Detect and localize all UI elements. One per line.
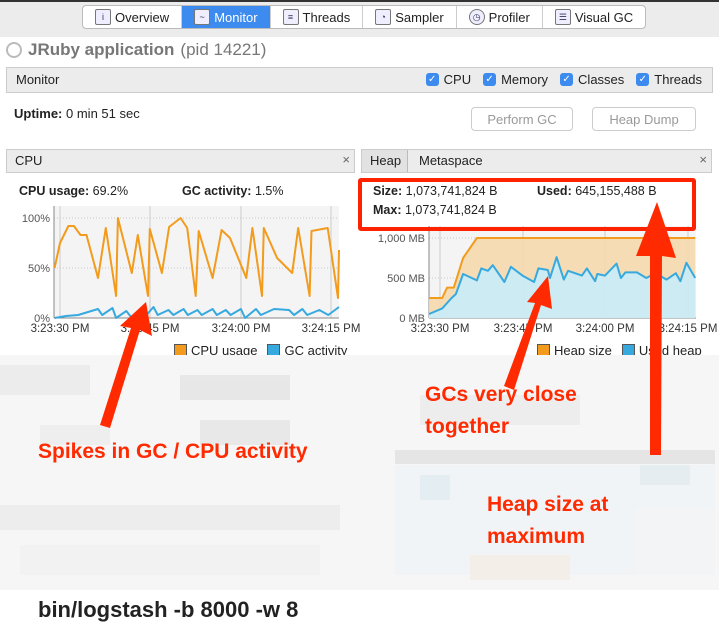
monitor-label: Monitor [16,72,60,87]
heap-stats-highlight-box [358,178,696,231]
tab-monitor[interactable]: ~ Monitor [182,6,271,28]
tab-label: Sampler [395,9,444,25]
stat-label: Used: [537,184,572,198]
stat-label: GC activity: [182,184,252,198]
app-title: JRuby application [28,40,175,59]
checkmark-icon: ✓ [636,73,650,86]
close-icon[interactable]: × [699,152,707,167]
x-tick-label: 3:23:30 PM [31,323,90,335]
stat-value: 645,155,488 B [575,184,657,198]
legend-label: CPU usage [191,343,258,358]
stat-label: Max: [373,203,402,217]
uptime-label: Uptime: [14,106,63,121]
y-tick-label: 1,000 MB [378,233,425,245]
stat-value: 1,073,741,824 B [404,203,497,217]
uptime: Uptime: 0 min 51 sec [14,106,140,121]
profiler-icon: ◷ [468,9,485,25]
cpu-checkbox[interactable]: ✓ CPU [425,72,472,87]
gc-activity-stat: GC activity: 1.5% [182,184,283,198]
memory-checkbox[interactable]: ✓ Memory [483,72,548,87]
annotation-line: maximum [487,525,586,548]
monitor-icon: ~ [194,9,211,25]
checkbox-label: Memory [501,72,549,87]
x-tick-label: 3:23:45 PM [494,323,553,335]
annotation-heap-max: Heap size at maximum [487,489,608,553]
tab-label: Threads [302,9,351,25]
tab-label: Visual GC [574,9,634,25]
page-title: JRuby application (pid 14221) [6,40,266,60]
arrow-spikes-icon [100,302,152,428]
checkmark-icon: ✓ [483,73,497,86]
x-tick-label: 3:24:15 PM [302,323,361,335]
arrow-gcs-icon [504,276,552,390]
stat-label: Size: [373,184,403,198]
cpu-legend: CPU usage GC activity [174,343,347,358]
arrow-heap-max-icon [636,202,676,455]
uptime-value: 0 min 51 sec [66,106,140,121]
visual-gc-icon: ☰ [554,9,571,25]
x-tick-label: 3:24:00 PM [576,323,635,335]
checkbox-label: CPU [443,72,472,87]
tab-sampler[interactable]: ◔ Sampler [363,6,457,28]
tab-overview[interactable]: i Overview [83,6,183,28]
checkmark-icon: ✓ [425,73,439,86]
series-line-gc-activity [54,306,340,319]
annotation-line: together [425,415,509,438]
heap-size-stat: Size: 1,073,741,824 B [373,184,497,198]
annotation-line: GCs very close [425,383,577,406]
tab-profiler[interactable]: ◷ Profiler [457,6,543,28]
stat-label: CPU usage: [19,184,90,198]
heap-max-stat: Max: 1,073,741,824 B [373,203,497,217]
y-tick-label: 100% [22,213,50,225]
tab-label: Profiler [488,9,530,25]
series-line-cpu-usage [53,217,340,299]
legend-label: GC activity [284,343,348,358]
tab-threads[interactable]: ≡ Threads [271,6,364,28]
charts-layer: 100%50%0%3:23:30 PM3:23:45 PM3:24:00 PM3… [22,206,718,335]
tab-heap[interactable]: Heap [362,150,408,172]
stat-value: 1.5% [254,184,284,198]
x-tick-label: 3:24:15 PM [659,323,718,335]
tab-bar: i Overview ~ Monitor ≡ Threads ◔ Sampler ◷ Pr… [82,5,647,29]
y-tick-label: 500 MB [387,273,425,285]
tab-visual-gc[interactable]: ☰ Visual GC [543,6,645,28]
heap-panel-header: Heap Metaspace × [361,149,712,173]
threads-checkbox[interactable]: ✓ Threads [636,72,702,87]
tab-label: Overview [115,9,170,25]
stat-value: 1,073,741,824 B [405,184,498,198]
x-tick-label: 3:23:30 PM [411,323,470,335]
monitor-bar: Monitor ✓ CPU ✓ Memory ✓ Classes ✓ Threads [6,67,713,93]
y-tick-label: 0% [34,313,50,325]
heap-dump-button[interactable]: Heap Dump [592,107,696,131]
checkmark-icon: ✓ [560,73,574,86]
cpu-panel-header: CPU × [6,149,355,173]
x-tick-label: 3:24:00 PM [212,323,271,335]
perform-gc-button[interactable]: Perform GC [471,107,573,131]
status-circle-icon [6,42,22,58]
series-line-used-heap [428,256,697,315]
close-icon[interactable]: × [342,152,350,167]
tab-metaspace[interactable]: Metaspace [419,153,483,168]
classes-checkbox[interactable]: ✓ Classes [560,72,624,87]
annotation-line: Heap size at [487,493,609,516]
stat-value: 69.2% [92,184,129,198]
checkbox-label: Classes [578,72,625,87]
annotation-gcs: GCs very close together [425,379,577,443]
cpu-panel-title: CPU [15,153,43,168]
blurred-region [0,355,719,590]
y-tick-label: 50% [28,263,50,275]
app-pid: (pid 14221) [180,40,267,59]
overview-icon: i [95,9,111,25]
checkbox-label: Threads [654,72,702,87]
annotation-spikes: Spikes in GC / CPU activity [38,440,308,463]
cpu-usage-stat: CPU usage: 69.2% [19,184,128,198]
sampler-icon: ◔ [375,9,392,25]
heap-used-stat: Used: 645,155,488 B [537,184,657,198]
legend-label: Heap size [554,343,612,358]
command-caption: bin/logstash -b 8000 -w 8 [38,597,299,622]
y-tick-label: 0 MB [399,313,425,325]
threads-icon: ≡ [282,9,299,25]
tab-label: Monitor [214,9,258,25]
